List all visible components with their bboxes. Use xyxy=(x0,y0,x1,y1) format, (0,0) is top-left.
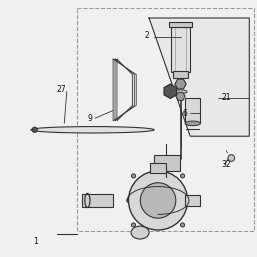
Ellipse shape xyxy=(127,193,189,208)
Text: 21: 21 xyxy=(222,93,231,102)
Bar xyxy=(185,195,200,206)
Bar xyxy=(185,98,200,123)
Circle shape xyxy=(228,155,235,161)
Text: 32: 32 xyxy=(221,160,231,169)
Bar xyxy=(169,22,192,27)
Text: 9: 9 xyxy=(88,114,92,123)
Circle shape xyxy=(180,174,185,178)
Circle shape xyxy=(132,223,136,227)
Circle shape xyxy=(132,174,136,178)
Polygon shape xyxy=(149,18,249,136)
Text: 6: 6 xyxy=(183,108,187,118)
Text: 27: 27 xyxy=(57,85,67,95)
Circle shape xyxy=(140,183,176,218)
Circle shape xyxy=(128,171,188,230)
Bar xyxy=(171,27,190,72)
Text: 2: 2 xyxy=(144,31,149,41)
Ellipse shape xyxy=(185,121,200,126)
Ellipse shape xyxy=(174,90,187,94)
Bar xyxy=(173,71,188,78)
Ellipse shape xyxy=(31,126,154,133)
Circle shape xyxy=(180,223,185,227)
Circle shape xyxy=(32,127,37,132)
Ellipse shape xyxy=(131,226,149,239)
Bar xyxy=(150,163,166,173)
Text: 1: 1 xyxy=(34,237,38,246)
Bar xyxy=(82,194,113,207)
Bar xyxy=(154,155,180,171)
